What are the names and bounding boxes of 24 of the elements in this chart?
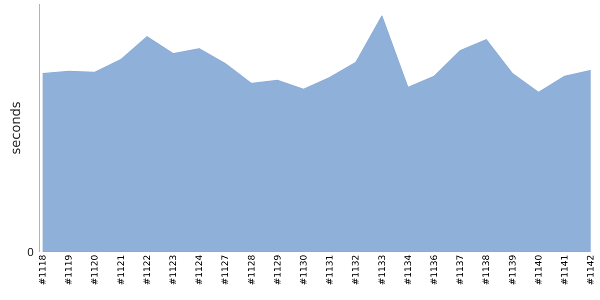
x-tick-label: #1133 (378, 254, 388, 286)
x-tick-label: #1130 (300, 254, 310, 286)
x-tick-label: #1131 (326, 254, 336, 286)
annotation: 0 (27, 246, 34, 259)
x-tick-label: #1134 (404, 254, 414, 286)
x-tick-label: #1121 (116, 254, 127, 286)
y-axis-title: seconds (8, 101, 24, 155)
x-tick-label: #1123 (169, 254, 180, 286)
x-tick-label: #1140 (534, 254, 544, 286)
x-tick-label: #1124 (195, 254, 206, 286)
x-tick-label: #1132 (352, 254, 362, 286)
x-tick-label: #1138 (482, 254, 492, 286)
x-tick-label: #1136 (430, 254, 440, 286)
x-tick-label: #1127 (221, 254, 232, 286)
x-tick-label: #1118 (38, 254, 49, 286)
x-tick-label: #1120 (90, 254, 101, 286)
x-tick-label: #1119 (64, 254, 75, 286)
x-tick-label: #1139 (508, 254, 518, 286)
x-tick-label: #1122 (142, 254, 153, 286)
x-tick-label: #1142 (586, 254, 597, 286)
x-tick-label: #1128 (247, 254, 258, 286)
x-tick-label: #1141 (560, 254, 571, 286)
x-tick-label: #1137 (456, 254, 466, 286)
x-tick-label: #1129 (273, 254, 284, 286)
